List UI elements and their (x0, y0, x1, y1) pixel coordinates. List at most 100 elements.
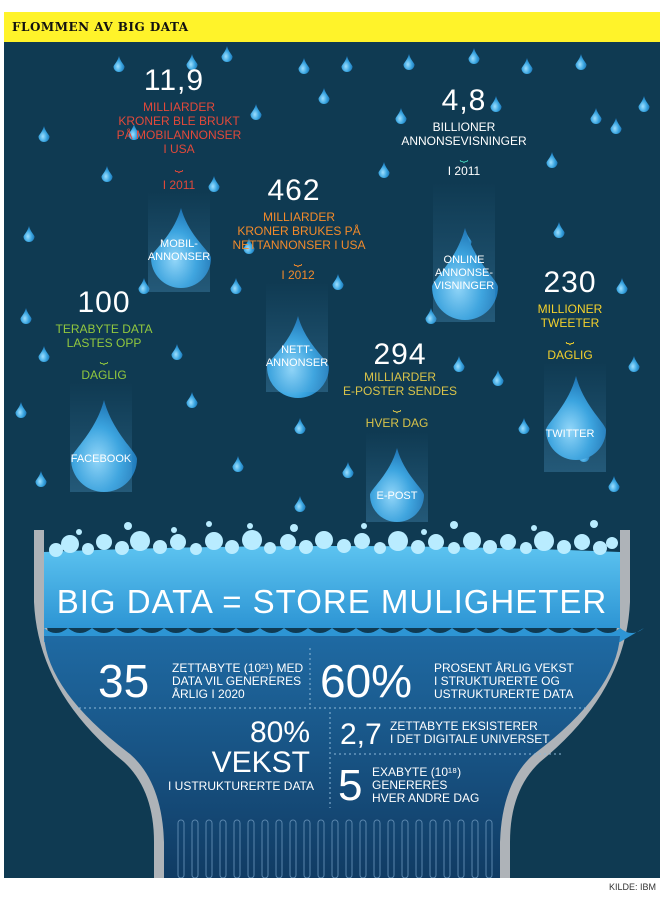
rain-drop (378, 162, 390, 178)
bubble (130, 531, 150, 551)
bubble (299, 540, 313, 554)
grille-slot (317, 819, 325, 878)
rain-drop (468, 48, 480, 64)
rain-drop (250, 104, 262, 121)
bubble (264, 542, 276, 554)
basin-headline: BIG DATA = STORE MULIGHETER (56, 583, 608, 620)
rain-drop (230, 278, 242, 294)
bubble (593, 541, 607, 555)
stat-period-nett: I 2012 (281, 268, 315, 282)
rain-drop (23, 226, 35, 242)
bubble (450, 521, 458, 529)
stat-big-5: 5 (338, 761, 363, 810)
rain-drop (318, 88, 330, 104)
grille-slot (247, 819, 255, 878)
infographic-panel: 11,9 MILLIARDER KRONER BLE BRUKT PÅ MOBI… (4, 42, 660, 878)
brace-twitter: ⏟ (565, 328, 575, 344)
rain-drop (492, 370, 504, 386)
bubble (463, 532, 481, 550)
drop-epost (370, 448, 424, 522)
rain-drop (425, 308, 437, 324)
rain-drop (171, 344, 183, 360)
bubble (82, 543, 94, 555)
stream-nett (266, 282, 328, 392)
bubble (49, 543, 63, 557)
drop-label-online: ONLINE ANNONSE- VISNINGER (433, 254, 495, 292)
bubble (337, 539, 351, 553)
bubble (247, 523, 253, 529)
bubble (96, 534, 112, 550)
grille-slot (457, 819, 465, 878)
bubble (170, 534, 186, 550)
drop-label-twitter: TWITTER (545, 428, 595, 440)
stat-value-epost: 294 (373, 338, 427, 371)
grille-slot (345, 819, 353, 878)
bubble (388, 531, 408, 551)
bubble (534, 531, 554, 551)
bubble (225, 540, 239, 554)
rain-drop (546, 152, 558, 168)
bubble (411, 540, 425, 554)
stat-period-online: I 2011 (447, 164, 481, 178)
bubble (280, 534, 296, 550)
bubble (500, 534, 516, 550)
drop-facebook (71, 400, 137, 492)
drop-label-mobil: MOBIL- ANNONSER (147, 238, 211, 263)
stat-big-60: 60% (320, 655, 413, 707)
rain-drop (616, 278, 628, 294)
page-title: FLOMMEN AV BIG DATA (4, 12, 660, 42)
stat-value-twitter: 230 (543, 266, 597, 299)
drop-mobil (151, 208, 211, 288)
rain-drop (101, 166, 113, 182)
rain-drop (232, 456, 244, 473)
stream-facebook (70, 382, 132, 492)
infographic-art (15, 46, 650, 878)
grille-slot (289, 819, 297, 878)
stat-big2-80: VEKST (211, 746, 310, 779)
stat-desc-epost: MILLIARDER E-POSTER SENDES (342, 370, 458, 398)
bubble (421, 529, 427, 535)
stat-period-facebook: DAGLIG (81, 368, 127, 382)
rain-drop (20, 308, 32, 324)
bubble (574, 534, 590, 550)
stat-period-epost: HVER DAG (365, 416, 429, 430)
stat-desc-mobil: MILLIARDER KRONER BLE BRUKT PÅ MOBILANNO… (116, 100, 242, 156)
bubble (606, 537, 618, 549)
rain-drop (628, 356, 640, 372)
rain-drop (15, 402, 27, 418)
bubble (428, 534, 444, 550)
rain-drop (298, 58, 310, 74)
stat-text-27: ZETTABYTE EKSISTERER I DET DIGITALE UNIV… (390, 719, 550, 746)
stat-period-twitter: DAGLIG (547, 348, 593, 362)
stat-value-facebook: 100 (77, 286, 131, 319)
stat-desc-twitter: MILLIONER TWEETER (537, 302, 603, 330)
rain-drop (453, 356, 465, 372)
rain-drop (341, 56, 353, 72)
rain-drop (294, 496, 306, 512)
stream-online (433, 182, 495, 322)
bubble (374, 542, 386, 554)
rain-drop (610, 118, 622, 134)
grille-slot (191, 819, 199, 878)
grille-slot (373, 819, 381, 878)
grille-slot (275, 819, 283, 878)
rain-drop (38, 126, 50, 142)
bubble (531, 525, 537, 531)
rain-drop (294, 418, 306, 434)
grille-slot (401, 819, 409, 878)
rain-drop (221, 46, 233, 62)
rain-drop (186, 54, 198, 70)
bubble (483, 540, 497, 554)
rain-drop (403, 54, 415, 70)
rain-drop (575, 54, 587, 70)
stream-twitter (544, 362, 606, 472)
grille-slot (443, 819, 451, 878)
brace-epost: ⏟ (392, 396, 402, 412)
bubble (206, 521, 212, 527)
grille-slot (415, 819, 423, 878)
drop-label-epost: E-POST (376, 490, 418, 502)
stat-text-80: I USTRUKTURERTE DATA (167, 779, 314, 793)
rain-drop (553, 222, 565, 238)
grille-slot (205, 819, 213, 878)
bubble (290, 524, 298, 532)
